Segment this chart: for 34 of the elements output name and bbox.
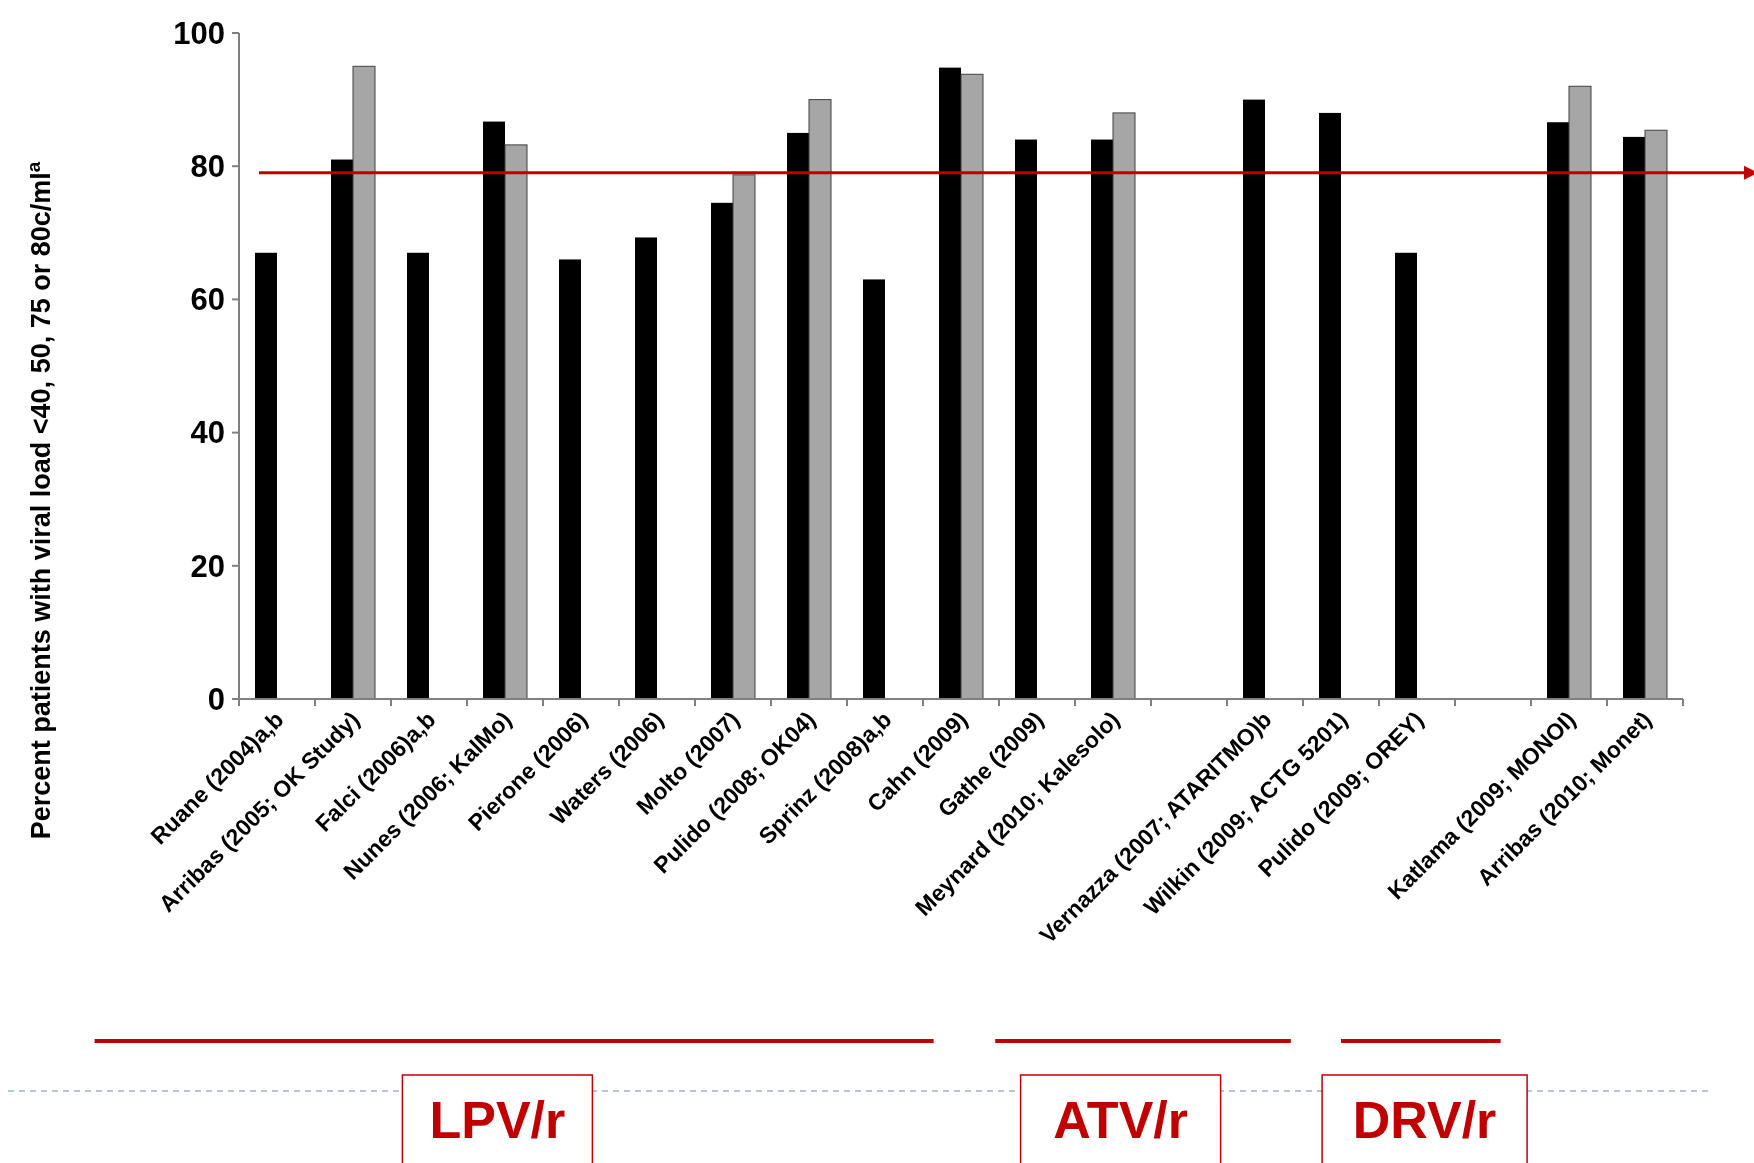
bar [1091,139,1113,699]
bar [1015,139,1037,699]
y-tick-label: 100 [173,15,225,51]
bar [1568,85,1592,700]
bar [808,99,832,700]
bar [407,252,429,699]
y-tick-label: 40 [190,415,225,451]
text: ATV/r [1053,1091,1189,1149]
bar [331,159,353,699]
bar [732,174,756,700]
text: DRV/r [1352,1091,1497,1149]
bar [939,67,961,699]
bar [635,237,657,699]
bar [960,73,984,700]
bar [1644,129,1668,700]
bar [863,279,885,699]
bar [352,65,376,700]
bar [504,144,528,700]
bar [1623,136,1645,699]
bar [1395,252,1417,699]
bar [559,259,581,699]
bar [255,252,277,699]
bar [1319,112,1341,699]
bar [711,202,733,699]
text: LPV/r [429,1091,566,1149]
bar [1547,122,1569,699]
y-tick-label: 0 [207,681,225,717]
bar [483,121,505,699]
y-tick-label: 60 [190,282,225,318]
y-tick-label: 20 [190,548,225,584]
bar [787,132,809,699]
bar [1243,99,1265,699]
bar [1112,112,1136,700]
y-tick-label: 80 [190,149,225,185]
